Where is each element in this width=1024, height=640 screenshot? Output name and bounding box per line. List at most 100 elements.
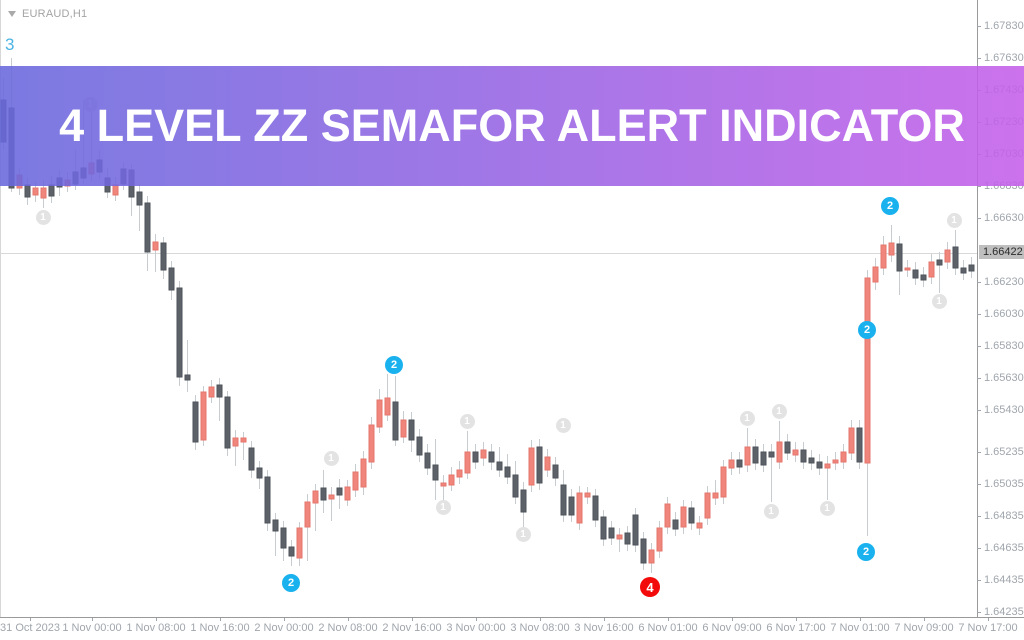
candle-up: [448, 474, 455, 486]
semafor-level1-marker: 1: [555, 417, 571, 433]
price-axis-tick: [977, 548, 981, 549]
candle-down: [288, 546, 295, 557]
candle-up: [544, 456, 551, 471]
time-axis-tick: [156, 618, 157, 621]
candle-up: [872, 266, 879, 283]
time-axis-label: 1 Nov 00:00: [62, 622, 122, 634]
symbol-timeframe-label: EURAUD,H1: [22, 8, 88, 20]
candle-up: [232, 437, 239, 447]
candle-down: [608, 527, 615, 539]
candle-up: [384, 397, 391, 416]
candle-down: [560, 484, 567, 516]
candle-up: [40, 187, 47, 199]
semafor-level1-marker: 1: [515, 526, 531, 542]
candle-down: [408, 419, 415, 441]
candle-up: [576, 492, 583, 524]
time-axis-label: 3 Nov 00:00: [446, 622, 506, 634]
price-axis-label: 1.67830: [984, 20, 1024, 32]
candle-down: [552, 464, 559, 479]
price-axis-tick: [977, 484, 981, 485]
candle-down: [160, 242, 167, 271]
time-axis-label: 31 Oct 2023: [0, 622, 60, 634]
candle-up: [376, 399, 383, 428]
price-axis-tick: [977, 58, 981, 59]
candle-down: [896, 243, 903, 272]
candle-up: [792, 449, 799, 456]
price-axis-tick: [977, 186, 981, 187]
candle-up: [344, 486, 351, 501]
time-axis[interactable]: 31 Oct 2023 1 Nov 00:00 1 Nov 08:00 1 Nov 1…: [0, 618, 1024, 640]
candle-down: [144, 202, 151, 253]
candle-up: [528, 447, 535, 486]
candle-up: [680, 506, 687, 528]
price-axis-label: 1.64835: [984, 510, 1024, 522]
candle-up: [720, 466, 727, 498]
candle-down: [424, 452, 431, 469]
candle-down: [912, 269, 919, 279]
candle-up: [360, 458, 367, 488]
semafor-level2-marker: 2: [385, 356, 403, 374]
time-axis-tick: [860, 618, 861, 621]
candle-down: [48, 184, 55, 197]
candle-down: [624, 532, 631, 545]
candle-up: [704, 492, 711, 519]
semafor-level4-marker: 4: [640, 577, 660, 597]
time-axis-label: 1 Nov 16:00: [190, 622, 250, 634]
time-axis-tick: [796, 618, 797, 621]
time-axis-tick: [348, 618, 349, 621]
candle-up: [240, 437, 247, 443]
semafor-level1-marker: 1: [819, 500, 835, 516]
candle-up: [696, 522, 703, 529]
time-axis-tick: [30, 618, 31, 621]
candle-down: [504, 466, 511, 478]
price-axis-label: 1.67630: [984, 52, 1024, 64]
time-axis-tick: [668, 618, 669, 621]
candle-down: [392, 401, 399, 441]
price-axis[interactable]: 1.66422 1.678301.676301.674301.672301.67…: [977, 0, 1024, 618]
candle-down: [808, 457, 815, 464]
time-axis-tick: [476, 618, 477, 621]
candle-down: [432, 464, 439, 481]
semafor-level2-marker: 2: [881, 197, 899, 215]
triangle-down-icon[interactable]: [8, 11, 16, 17]
time-axis-tick: [220, 618, 221, 621]
price-axis-label: 1.64235: [984, 606, 1024, 618]
candle-down: [496, 461, 503, 471]
candle-up: [304, 501, 311, 528]
time-axis-border: [0, 617, 1024, 618]
price-axis-label: 1.65035: [984, 478, 1024, 490]
price-axis-tick: [977, 452, 981, 453]
candle-down: [488, 451, 495, 463]
candle-down: [736, 459, 743, 468]
semafor-level1-marker: 1: [435, 499, 451, 515]
time-axis-tick: [924, 618, 925, 621]
candle-up: [888, 242, 895, 256]
price-axis-tick: [977, 218, 981, 219]
candle-up: [32, 187, 39, 196]
time-axis-label: 6 Nov 17:00: [766, 622, 826, 634]
candle-up: [648, 549, 655, 564]
time-axis-tick: [92, 618, 93, 621]
semafor-level1-marker: 1: [763, 503, 779, 519]
price-axis-label: 1.65830: [984, 340, 1024, 352]
time-axis-label: 3 Nov 16:00: [574, 622, 634, 634]
current-price-tag: 1.66422: [979, 245, 1024, 259]
candle-down: [816, 461, 823, 469]
price-axis-label: 1.64435: [984, 574, 1024, 586]
candle-up: [368, 424, 375, 463]
candle-up: [456, 469, 463, 478]
candle-down: [968, 264, 975, 272]
time-axis-label: 7 Nov 01:00: [830, 622, 890, 634]
time-axis-tick: [540, 618, 541, 621]
candle-up: [328, 494, 335, 500]
time-axis-tick: [988, 618, 989, 621]
price-axis-label: 1.66630: [984, 212, 1024, 224]
candle-down: [568, 496, 575, 516]
candle-down: [520, 489, 527, 513]
time-axis-tick: [604, 618, 605, 621]
candle-up: [880, 244, 887, 269]
price-axis-label: 1.65630: [984, 372, 1024, 384]
time-axis-label: 2 Nov 16:00: [382, 622, 442, 634]
time-axis-label: 6 Nov 01:00: [638, 622, 698, 634]
candle-up: [824, 463, 831, 469]
